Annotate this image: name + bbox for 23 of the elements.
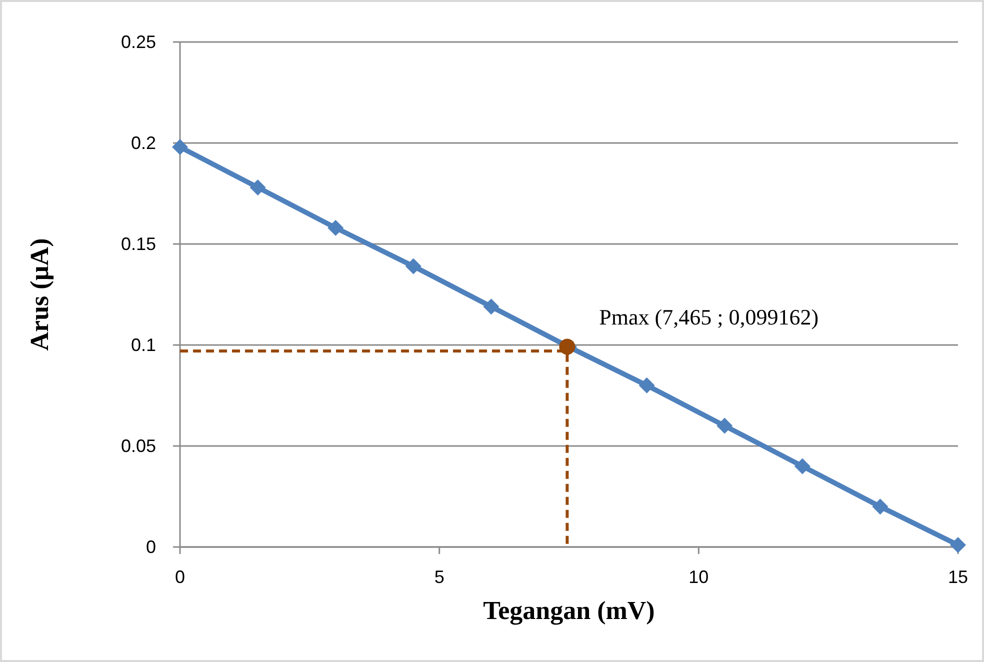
x-tick-label: 15 <box>948 567 968 587</box>
point <box>172 139 188 156</box>
y-tick-label: 0.15 <box>120 234 156 254</box>
point <box>872 498 888 515</box>
x-tick-label: 5 <box>434 567 444 587</box>
y-tick-label: 0.05 <box>120 436 156 456</box>
x-tick-label: 10 <box>688 567 709 587</box>
y-axis-title: Arus (µA) <box>25 238 54 351</box>
y-tick-label: 0.25 <box>120 32 156 52</box>
point <box>483 298 500 315</box>
point <box>405 258 422 274</box>
point <box>250 179 266 196</box>
point <box>794 458 810 474</box>
y-tick-label: 0.1 <box>130 335 156 355</box>
point <box>716 418 733 434</box>
point <box>328 220 344 236</box>
y-tick-label: 0.2 <box>130 133 156 153</box>
x-axis-title: Tegangan (mV) <box>483 596 655 625</box>
x-tick-label: 0 <box>174 567 186 587</box>
point <box>638 377 655 394</box>
annotation: Pmax (7,465 ; 0,099162) <box>599 304 819 330</box>
point <box>950 536 966 553</box>
y-tick-label: 0 <box>146 537 156 557</box>
